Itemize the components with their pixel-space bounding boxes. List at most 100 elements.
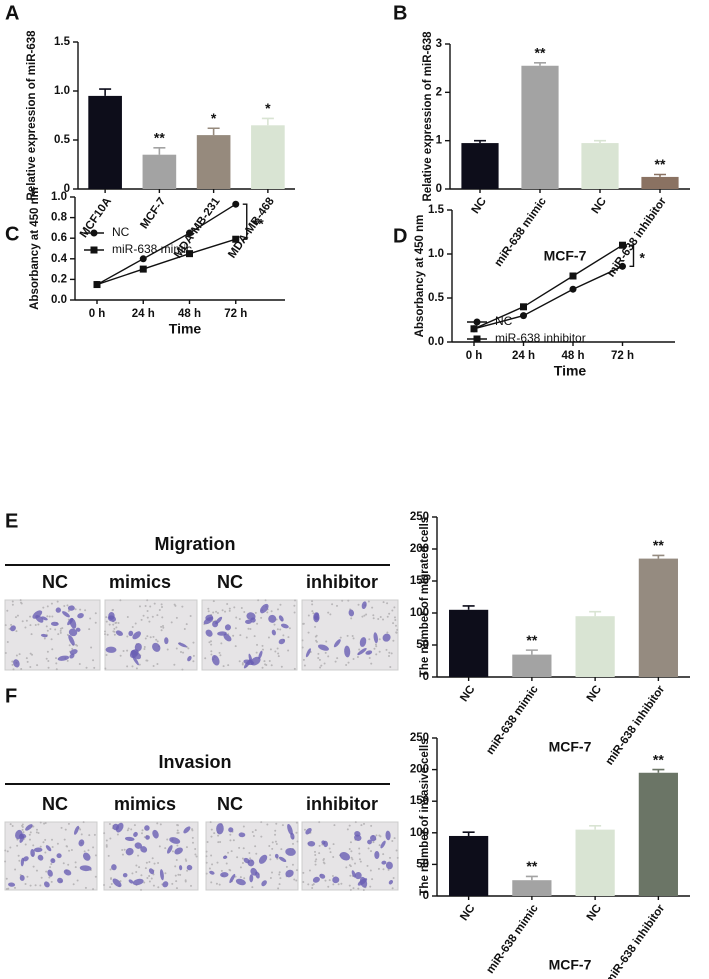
- pore: [28, 838, 31, 841]
- pore: [307, 631, 310, 634]
- x-tick-label: NC: [470, 196, 489, 217]
- pore: [42, 606, 45, 609]
- pore: [63, 605, 66, 608]
- pore: [382, 853, 385, 856]
- pore: [40, 876, 43, 879]
- x-tick-label: miR-638 inhibitor: [605, 195, 669, 279]
- y-tick-label: 1.5: [428, 204, 445, 216]
- cell: [177, 642, 187, 648]
- pore: [210, 835, 213, 838]
- pore: [245, 636, 248, 639]
- pore: [192, 654, 195, 657]
- pore: [265, 664, 268, 667]
- pore: [110, 878, 113, 881]
- pore: [67, 822, 70, 825]
- pore: [314, 853, 317, 856]
- pore: [146, 877, 149, 880]
- pore: [45, 870, 48, 873]
- pore: [232, 634, 235, 637]
- pore: [207, 610, 210, 613]
- cell: [79, 865, 92, 872]
- pore: [59, 629, 62, 632]
- pore: [84, 886, 87, 889]
- pore: [358, 858, 361, 861]
- cell: [57, 655, 70, 661]
- x-axis-label: MCF-7: [544, 248, 587, 264]
- pore: [386, 602, 389, 605]
- cell: [223, 855, 228, 859]
- pore: [25, 657, 28, 660]
- pore: [354, 862, 357, 865]
- pore: [17, 854, 20, 857]
- pore: [63, 838, 66, 841]
- pore: [68, 849, 71, 852]
- pore: [205, 861, 208, 864]
- pore: [29, 615, 32, 618]
- cell: [128, 879, 134, 884]
- pore: [287, 649, 290, 652]
- pore: [80, 833, 83, 836]
- pore: [24, 882, 27, 885]
- bar: [142, 154, 177, 189]
- pore: [37, 623, 40, 626]
- pore: [323, 662, 326, 665]
- pore: [311, 884, 314, 887]
- pore: [160, 629, 163, 632]
- y-tick-label: 1.5: [54, 36, 71, 48]
- pore: [112, 630, 115, 633]
- pore: [159, 823, 162, 826]
- pore: [75, 643, 78, 646]
- pore: [275, 842, 278, 845]
- pore: [217, 834, 220, 837]
- pore: [229, 833, 232, 836]
- y-tick-label: 100: [410, 827, 429, 839]
- pore: [362, 822, 365, 825]
- y-tick-label: 0: [423, 671, 429, 683]
- pore: [174, 865, 177, 868]
- pore: [302, 622, 305, 625]
- pore: [366, 864, 369, 867]
- cell: [373, 632, 378, 644]
- pore: [47, 666, 50, 669]
- pore: [322, 859, 325, 862]
- cell: [152, 642, 161, 652]
- error-bar: [153, 147, 166, 155]
- cell: [258, 650, 263, 660]
- cell: [133, 831, 138, 837]
- pore: [232, 839, 235, 842]
- pore: [372, 614, 375, 617]
- pore: [93, 666, 96, 669]
- pore: [4, 624, 7, 627]
- y-axis-label: The number of invasive cells: [419, 738, 431, 895]
- pore: [393, 616, 396, 619]
- pore: [140, 832, 143, 835]
- pore: [243, 611, 246, 614]
- x-tick-label: 72 h: [611, 350, 634, 362]
- pore: [110, 883, 113, 886]
- pore: [151, 857, 154, 860]
- pore: [171, 882, 174, 885]
- pore: [274, 829, 277, 832]
- pore: [368, 657, 371, 660]
- cell: [238, 832, 246, 838]
- significance: **: [653, 537, 664, 553]
- pore: [18, 859, 21, 862]
- pore: [260, 821, 263, 824]
- pore: [11, 660, 14, 663]
- pore: [303, 664, 306, 667]
- cell: [365, 650, 373, 655]
- pore: [166, 648, 169, 651]
- pore: [11, 824, 14, 827]
- pore: [9, 846, 12, 849]
- pore: [227, 664, 230, 667]
- pore: [270, 664, 273, 667]
- pore: [249, 627, 252, 630]
- pore: [105, 839, 108, 842]
- pore: [212, 600, 215, 603]
- pore: [307, 614, 310, 617]
- pore: [333, 824, 336, 827]
- x-axis-label: MCF-7: [549, 957, 592, 973]
- pore: [160, 603, 163, 606]
- pore: [329, 851, 332, 854]
- y-tick-label: 200: [410, 543, 429, 555]
